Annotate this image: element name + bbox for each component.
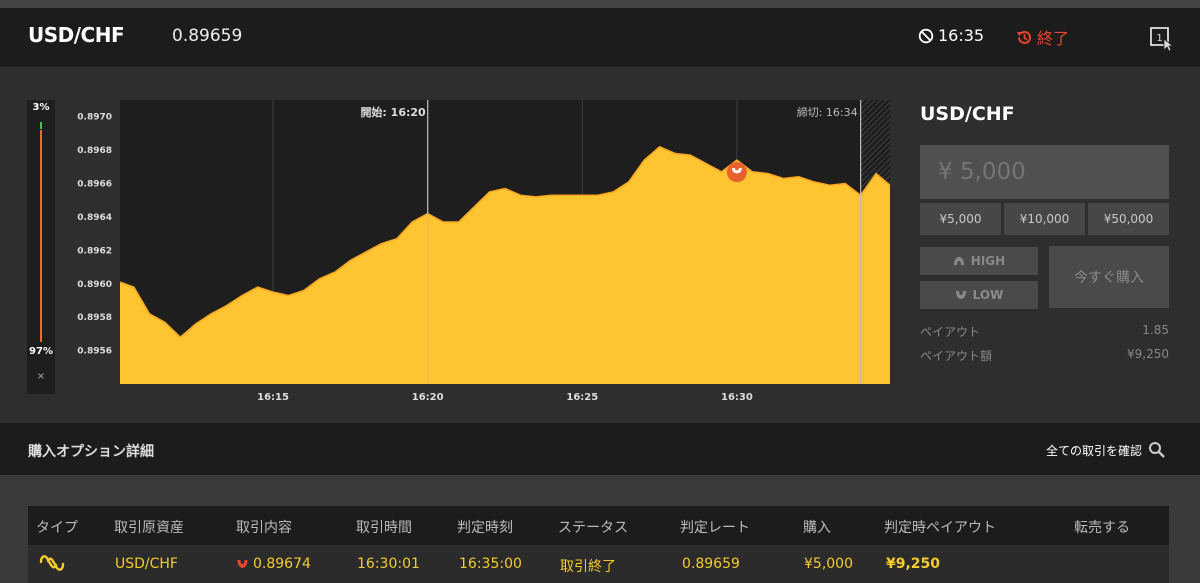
- chart-y-tick-label: 0.8960: [77, 280, 112, 290]
- current-rate: 0.89659: [172, 26, 243, 46]
- payout-value: 1.85: [1142, 323, 1169, 337]
- chart-line-series: [119, 145, 891, 339]
- sentiment-down-label: 97%: [29, 346, 53, 357]
- chart-y-tick-label: 0.8956: [77, 347, 112, 357]
- row-purchase: ¥5,000: [804, 556, 853, 572]
- col-expiry-rate: 判定レート: [680, 520, 750, 536]
- history-icon: [1017, 30, 1031, 44]
- col-asset: 取引原資産: [114, 520, 184, 536]
- row-payout: ¥9,250: [886, 556, 941, 572]
- payout-label: ペイアウト: [920, 325, 981, 339]
- sentiment-up-label: 3%: [32, 102, 50, 113]
- chart-x-tick-label: 16:25: [566, 392, 598, 403]
- clock-time: 16:35: [938, 26, 985, 45]
- chart-y-tick-label: 0.8962: [77, 246, 112, 256]
- chart-x-tick-label: 16:20: [412, 392, 444, 403]
- chart-start-label: 開始: 16:20: [360, 105, 426, 119]
- payout-amount-label: ペイアウト額: [920, 349, 993, 363]
- trades-table-header: タイプ 取引原資産 取引内容 取引時間 判定時刻 ステータス 判定レート 購入 …: [28, 506, 1169, 545]
- row-content: 0.89674: [236, 556, 311, 572]
- purchase-details-header: 購入オプション詳細 全ての取引を確認: [0, 423, 1200, 475]
- asset-pair: USD/CHF: [28, 23, 125, 47]
- svg-text:1: 1: [1156, 33, 1162, 44]
- low-arrow-icon: [237, 560, 248, 568]
- expiry-clock: 16:35: [918, 26, 984, 45]
- row-strike: 0.89674: [253, 556, 311, 572]
- header-bar: USD/CHF 0.89659 16:35 終了 1: [0, 8, 1200, 67]
- chart-area-series: [120, 146, 890, 384]
- high-arrow-icon: [953, 257, 964, 265]
- col-status: ステータス: [558, 520, 628, 536]
- price-chart[interactable]: 開始: 16:20 締切: 16:34 0.8970 0.8968 0.8966 0.89…: [62, 98, 894, 408]
- col-resell: 転売する: [1074, 520, 1130, 536]
- chart-x-tick-label: 16:30: [721, 392, 753, 403]
- status-ended-label: 終了: [1037, 29, 1070, 48]
- payout-amount-row: ペイアウト額 ¥9,250: [920, 347, 1169, 364]
- row-status: 取引終了: [560, 559, 616, 575]
- table-row[interactable]: USD/CHF 0.89674 16:30:01 16:35:00 取引終了 0…: [28, 545, 1169, 583]
- highlow-type-icon: [38, 553, 66, 577]
- clock-icon: [918, 28, 934, 43]
- see-all-trades-link[interactable]: 全ての取引を確認: [1046, 441, 1166, 459]
- col-type: タイプ: [36, 520, 78, 536]
- low-arrow-icon: [955, 291, 966, 299]
- chart-end-label: 締切: 16:34: [797, 105, 858, 119]
- fullscreen-icon: 1: [1150, 27, 1175, 52]
- payout-amount-value: ¥9,250: [1127, 347, 1169, 361]
- purchase-details-title: 購入オプション詳細: [28, 444, 154, 460]
- amount-input[interactable]: [920, 145, 1169, 199]
- amount-presets: ¥5,000 ¥10,000 ¥50,000: [920, 203, 1169, 235]
- search-icon: [1149, 442, 1165, 458]
- preset-10000-button[interactable]: ¥10,000: [1004, 203, 1085, 235]
- preset-50000-button[interactable]: ¥50,000: [1088, 203, 1169, 235]
- chart-y-tick-label: 0.8968: [77, 146, 112, 156]
- chart-trade-marker-low-icon: [731, 168, 742, 174]
- col-trade-time: 取引時間: [356, 520, 412, 536]
- high-button[interactable]: HIGH: [920, 247, 1038, 275]
- trading-area: 3% 97% × 開始: 16:20 締切: 16:34 0.8970 0.8968 0…: [0, 67, 1200, 423]
- row-asset: USD/CHF: [115, 556, 178, 572]
- preset-5000-button[interactable]: ¥5,000: [920, 203, 1001, 235]
- buy-now-button[interactable]: 今すぐ購入: [1049, 246, 1169, 308]
- chart-y-tick-label: 0.8958: [77, 313, 112, 323]
- chart-y-tick-label: 0.8966: [77, 180, 112, 190]
- col-payout: 判定時ペイアウト: [884, 520, 996, 536]
- chart-y-tick-label: 0.8970: [77, 113, 112, 123]
- chart-x-tick-label: 16:15: [257, 392, 289, 403]
- top-strip: [0, 0, 1200, 8]
- see-all-trades-label: 全ての取引を確認: [1046, 443, 1143, 458]
- chart-y-tick-label: 0.8964: [77, 213, 112, 223]
- row-expiry-time: 16:35:00: [459, 556, 522, 572]
- sentiment-down-fill: [40, 130, 42, 342]
- low-button-label: LOW: [972, 288, 1004, 302]
- status-ended: 終了: [1016, 25, 1069, 49]
- col-purchase: 購入: [803, 520, 831, 536]
- panel-asset-title: USD/CHF: [920, 103, 1015, 125]
- row-expiry-rate: 0.89659: [682, 556, 740, 572]
- sentiment-bar: 3% 97% ×: [27, 100, 55, 394]
- payout-row: ペイアウト 1.85: [920, 323, 1169, 340]
- high-button-label: HIGH: [970, 254, 1006, 268]
- low-button[interactable]: LOW: [920, 281, 1038, 309]
- row-trade-time: 16:30:01: [357, 556, 420, 572]
- sentiment-close-button[interactable]: ×: [36, 371, 46, 382]
- col-expiry-time: 判定時刻: [457, 520, 513, 536]
- fullscreen-button[interactable]: 1: [1148, 25, 1175, 52]
- sentiment-up-fill: [40, 122, 42, 129]
- col-content: 取引内容: [236, 520, 292, 536]
